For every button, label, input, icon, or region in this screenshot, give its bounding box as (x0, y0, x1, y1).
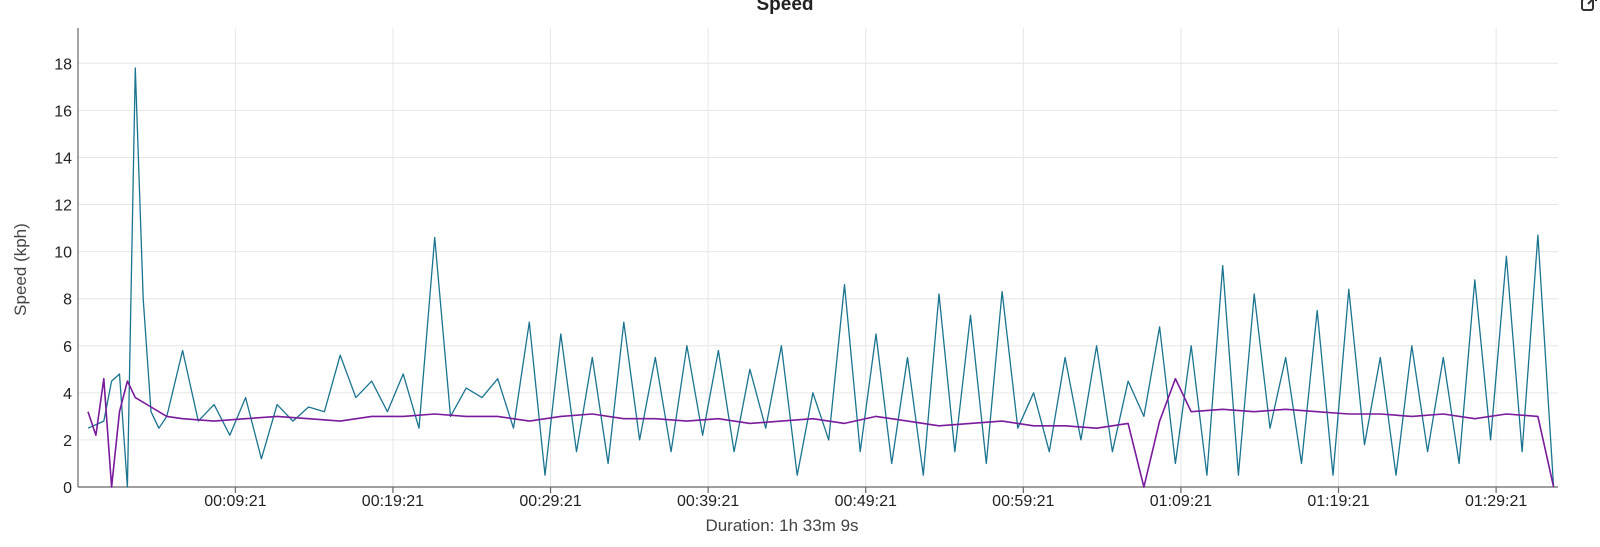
x-tick-label: 00:09:21 (204, 493, 266, 510)
x-tick-label: 00:49:21 (835, 493, 897, 510)
export-icon[interactable] (1580, 0, 1598, 12)
y-tick-label: 4 (63, 386, 72, 403)
y-tick-label: 8 (63, 292, 72, 309)
series-line-2 (87, 377, 1555, 488)
series-layer (87, 67, 1555, 488)
x-tick-label: 00:39:21 (677, 493, 739, 510)
y-tick-label: 12 (54, 198, 72, 215)
y-tick-labels: 0 2 4 6 8 10 12 14 16 18 (54, 56, 72, 497)
chart-title: Speed (756, 0, 813, 15)
y-tick-label: 10 (54, 245, 72, 262)
x-tick-labels: 00:09:21 00:19:21 00:29:21 00:39:21 00:49:21… (204, 493, 1527, 510)
y-axis-title: Speed (kph) (11, 223, 30, 316)
y-tick-label: 6 (63, 339, 72, 356)
x-tick-label: 01:19:21 (1307, 493, 1369, 510)
x-tick-label: 00:29:21 (519, 493, 581, 510)
x-tick-label: 01:29:21 (1465, 493, 1527, 510)
x-tick-label: 00:19:21 (362, 493, 424, 510)
x-tick-label: 01:09:21 (1150, 493, 1212, 510)
y-tick-label: 16 (54, 103, 72, 120)
x-tick-label: 00:59:21 (992, 493, 1054, 510)
axis-layer (77, 28, 1558, 493)
series-line-1 (87, 67, 1555, 488)
x-axis-title: Duration: 1h 33m 9s (705, 516, 858, 535)
y-tick-label: 14 (54, 150, 72, 167)
y-tick-label: 2 (63, 433, 72, 450)
y-tick-label: 18 (54, 56, 72, 73)
y-tick-label: 0 (63, 480, 72, 497)
